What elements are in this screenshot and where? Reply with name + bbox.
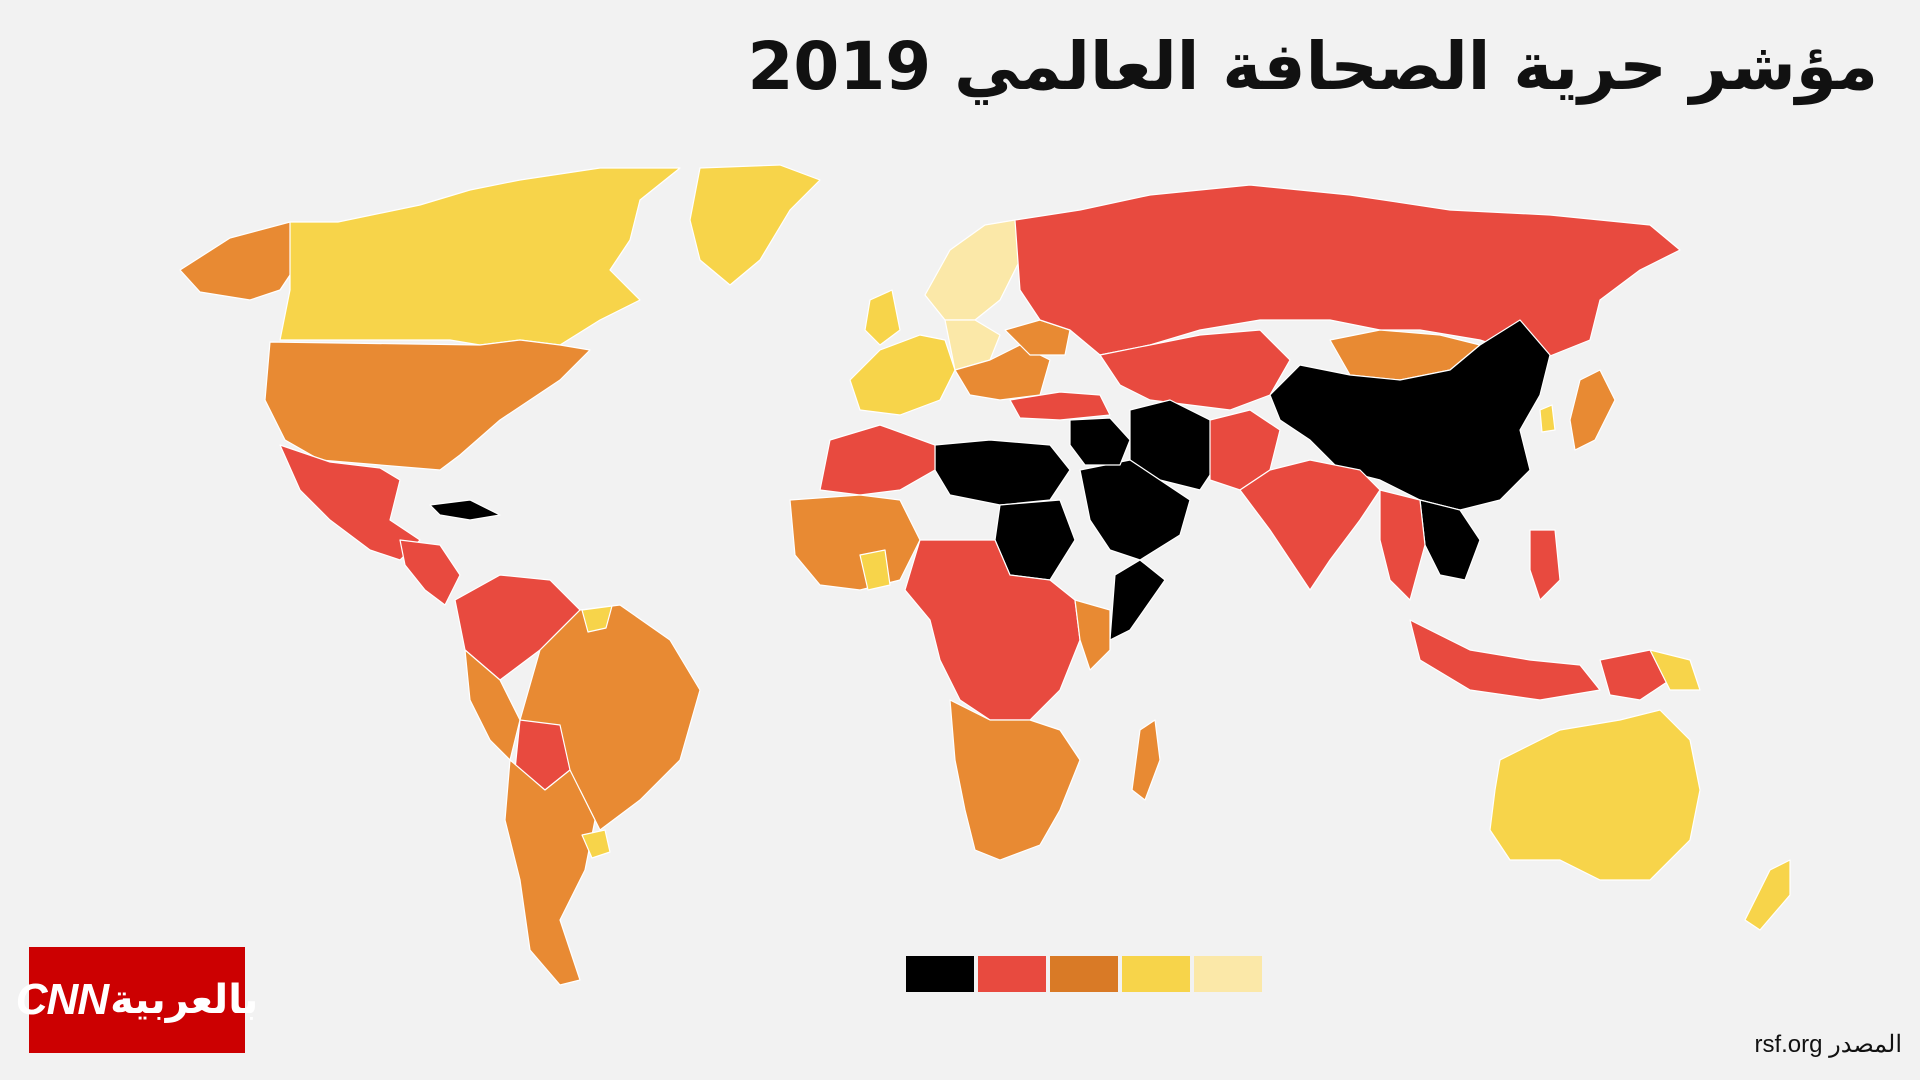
region-myanmar-thai [1379, 489, 1426, 601]
region-madagascar [1131, 719, 1161, 801]
region-balkans-east [954, 344, 1051, 401]
region-ghana [859, 549, 891, 591]
region-ukraine [1004, 319, 1071, 356]
region-east-africa [1074, 599, 1111, 671]
region-syria-iraq [1069, 417, 1131, 466]
region-central-america [399, 539, 461, 606]
page-title: مؤشر حرية الصحافة العالمي 2019 [747, 28, 1878, 105]
legend-swatch-very-serious [906, 956, 974, 992]
logo-cnn-text: CNN [15, 975, 109, 1024]
region-png [1649, 649, 1701, 691]
region-guianas [581, 605, 613, 633]
region-uk [864, 289, 901, 346]
source-credit: rsf.org المصدر [1754, 1030, 1902, 1059]
region-russia [1014, 184, 1681, 361]
region-uruguay [581, 829, 611, 859]
source-label: المصدر [1829, 1031, 1902, 1058]
region-india [1239, 459, 1381, 591]
region-papua [1599, 649, 1671, 701]
region-indonesia [1409, 619, 1601, 701]
region-greenland [689, 164, 821, 286]
region-new-zealand [1744, 859, 1791, 931]
region-west-africa [789, 494, 921, 591]
cnn-arabic-logo: CNN بالعربية [16, 947, 259, 1053]
region-cuba [429, 499, 501, 521]
region-maghreb [819, 424, 936, 496]
region-korea [1539, 404, 1556, 433]
region-turkey [1009, 391, 1111, 421]
region-usa [264, 339, 591, 471]
region-central-africa [904, 539, 1081, 721]
region-argentina-chile [504, 759, 596, 986]
region-western-europe [849, 334, 956, 416]
region-mexico [279, 444, 421, 561]
region-southern-africa [949, 699, 1081, 861]
legend-swatch-difficult [978, 956, 1046, 992]
region-canada [279, 167, 681, 346]
region-se-asia [1419, 499, 1481, 581]
region-north-africa [934, 439, 1071, 506]
region-australia [1489, 709, 1701, 881]
region-philippines [1529, 529, 1561, 601]
source-value: rsf.org [1754, 1031, 1823, 1058]
legend-swatch-satisfactory [1122, 956, 1190, 992]
region-japan [1569, 369, 1616, 451]
region-horn [1109, 559, 1166, 641]
region-central-europe [944, 319, 1001, 371]
legend-swatch-good [1194, 956, 1262, 992]
region-scandinavia [924, 219, 1021, 321]
legend-swatch-problematic [1050, 956, 1118, 992]
logo-arabic-text: بالعربية [110, 977, 259, 1023]
region-arabia [1079, 459, 1191, 561]
map-legend [906, 956, 1262, 992]
